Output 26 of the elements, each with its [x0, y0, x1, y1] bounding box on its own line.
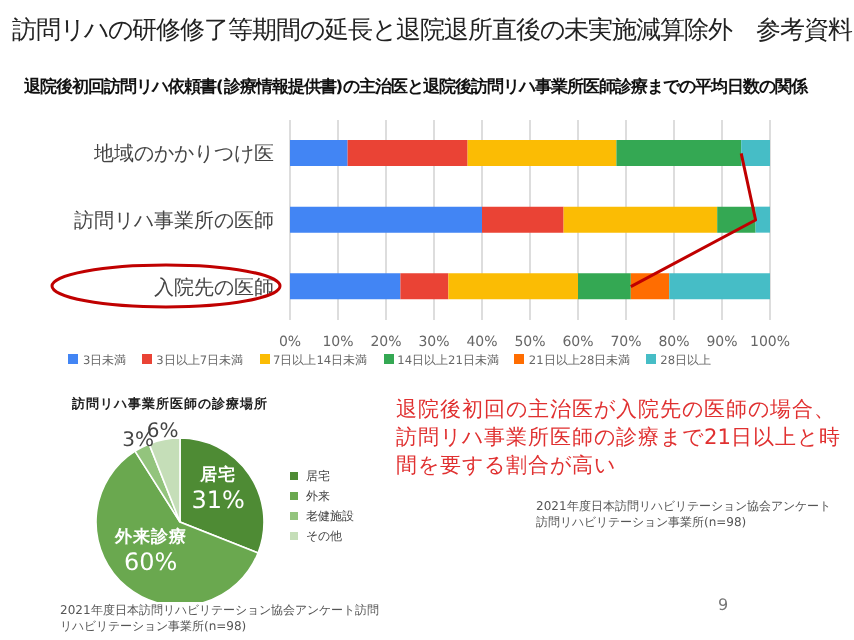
- y-tick-label: 入院先の医師: [154, 275, 274, 300]
- text: 9: [718, 596, 729, 614]
- bar: [616, 140, 742, 166]
- bar: [482, 206, 564, 233]
- bar: [448, 273, 578, 300]
- data-label: 60%: [123, 547, 178, 576]
- bar: [563, 206, 718, 233]
- bar: [578, 273, 631, 300]
- bar: [755, 206, 770, 233]
- chart-subtitle: 退院後初回訪問リハ依頼書(診療情報提供書)の主治医と退院後訪問リハ事業所医師診療までの平均日数の関係: [24, 76, 808, 98]
- bar: [347, 140, 468, 166]
- bar: [669, 273, 770, 300]
- bar: [290, 206, 482, 233]
- y-tick-label: 地域のかかりつけ医: [92, 142, 274, 167]
- y-tick-label: 訪問リハ事業所の医師: [74, 209, 274, 234]
- bar: [290, 273, 401, 300]
- chart-title: 訪問リハの研修修了等期間の延長と退院退所直後の未実施減算除外 参考資料: [12, 14, 852, 48]
- bar: [400, 273, 449, 300]
- slice-label: 居宅: [198, 464, 237, 487]
- bar: [630, 273, 670, 300]
- bar: [467, 140, 617, 166]
- text: 外来診療: [114, 527, 187, 548]
- bar: [741, 140, 770, 166]
- data-label: 31%: [191, 486, 245, 515]
- bar: [290, 140, 348, 166]
- text: 退院後初回の主治医が入院先の医師の場合、訪問リハ事業所医師の診療まで21日以上と時間を要する割合が高い: [396, 396, 843, 480]
